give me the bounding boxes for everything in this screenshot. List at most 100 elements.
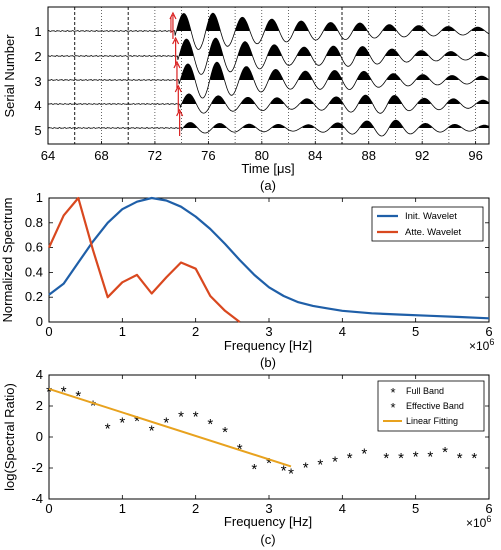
panel-a-trace-line [47,61,489,99]
panel-a-trace-fill [212,95,226,104]
data-point-effective-band: * [105,421,111,438]
data-point-effective-band: * [134,413,140,430]
legend-full-band-swatch: * [390,385,395,400]
panel-a-xtick-label: 80 [255,148,269,163]
data-point-effective-band: * [207,416,213,433]
panel-a-trace-line [47,12,489,50]
panel-a-y-axis-label: Serial Number [2,34,17,118]
panel-b-xtick-label: 0 [45,324,52,339]
panel-c-xtick-label: 5 [412,501,419,516]
panel-b-legend: Init. Wavelet Atte. Wavelet [371,206,484,242]
panel-c-y-axis-label: log(Spectral Ratio) [2,383,17,491]
panel-b-x-axis-label: Frequency [Hz] [224,338,312,353]
panel-a-trace-fill [416,74,430,80]
panel-a-trace-fill [383,24,396,31]
panel-b-xtick-label: 2 [192,324,199,339]
panel-a-trace-fill [294,21,309,31]
data-point-effective-band: * [75,388,81,405]
panel-b-xtick-label: 4 [339,324,346,339]
panel-a-trace-line [47,119,489,137]
data-point-effective-band: * [149,422,155,439]
panel-c-legend: * Full Band * Effective Band Linear Fitt… [377,380,485,432]
panel-a-onset-arrowhead [176,108,184,117]
data-point-effective-band: * [163,415,169,432]
panel-a-xtick-label: 64 [41,148,55,163]
data-point-full-band: * [413,449,419,466]
series-line-linear-fitting [48,387,292,468]
panel-a-xticks: 64 68 72 76 80 84 88 92 96 [41,141,483,163]
panel-a-trace-fill [269,69,283,80]
panel-a-trace-fill [353,23,367,31]
series-line-atte-wavelet [47,196,241,323]
panel-a-onset-arrowhead [173,60,181,69]
panel-a-onset-arrowhead [172,36,180,45]
panel-b-legend-box [371,206,484,242]
panel-a-trace-fill [265,19,279,31]
panel-a-trace-fill [208,38,223,56]
panel-a-trace-fill [270,97,284,104]
panel-a-trace-fill [180,64,195,80]
panel-c-ytick-label: -4 [31,491,43,506]
panel-a-xtick-label: 72 [148,148,162,163]
panel-a-xtick-label: 76 [201,148,215,163]
panel-c-x-multiplier-base: ×10 [466,516,487,530]
panel-b-xtick-label: 6 [485,324,492,339]
panel-c-caption: (c) [260,532,275,547]
panel-a-trace-fill [389,120,403,128]
panel-a-trace-fill [477,100,489,104]
panel-a-trace-fill [302,124,314,128]
panel-a-trace-fill [474,52,487,56]
panel-a-x-axis-label: Time [μs] [241,161,294,176]
data-point-full-band: * [361,446,367,463]
data-point-effective-band: * [266,455,272,472]
data-point-full-band: * [347,450,353,467]
panel-a-trace-fill [446,75,459,80]
panel-c-xtick-label: 4 [339,501,346,516]
panel-c-xtick-label: 1 [119,501,126,516]
panel-a-ytick-label: 3 [34,74,41,89]
panel-b-x-multiplier: ×106 [469,337,494,353]
panel-b-xtick-label: 5 [412,324,419,339]
panel-a-trace-fill [479,125,489,128]
panel-a-trace-fill [329,96,343,104]
panel-b-xtick-label: 3 [265,324,272,339]
panel-a-trace-fill [331,122,344,128]
data-point-effective-band: * [61,384,67,401]
data-point-effective-band: * [90,397,96,414]
data-point-effective-band: * [222,424,228,441]
panel-a-trace-fill [239,66,254,80]
panel-a-trace-fill [355,46,370,56]
panel-b-ytick-label: 0.6 [25,240,43,255]
panel-a-trace-fill [328,70,342,80]
panel-a-onset-arrowhead [174,84,182,93]
data-point-full-band: * [383,450,389,467]
panel-a-trace-fill [210,62,224,80]
panel-a-xtick-label: 96 [468,148,482,163]
panel-b-ytick-label: 1 [36,190,43,205]
panel-a-trace-fill [179,39,194,56]
panel-b-plot-area [47,196,490,323]
panel-a-trace-fill [272,124,285,128]
data-point-effective-band: * [251,461,257,478]
panel-a-trace-fill [358,95,372,104]
panel-c-plot-area: ****************************** [46,384,477,483]
panel-a-trace-fill [388,95,402,104]
panel-a-ytick-label: 4 [34,98,41,113]
panel-c-ytick-label: -2 [31,460,43,475]
panel-b: 0 0.2 0.4 0.6 0.8 1 0 1 2 3 4 5 6 ×106 Normalized S… [0,190,494,370]
panel-b-xtick-label: 1 [119,324,126,339]
panel-a-plot-area [47,7,489,144]
panel-c-xtick-label: 6 [485,501,492,516]
data-point-full-band: * [398,450,404,467]
panel-a-ytick-label: 2 [34,49,41,64]
panel-b-caption: (b) [260,355,276,370]
panel-c-legend-box [377,380,485,432]
panel-b-x-multiplier-exp: 6 [489,337,494,347]
data-point-full-band: * [471,450,477,467]
panel-c-xticks: 0 1 2 3 4 5 6 [45,501,492,516]
panel-c-x-axis-label: Frequency [Hz] [224,514,312,529]
panel-a-trace-fill [419,123,432,128]
panel-a-trace-fill [176,13,191,31]
panel-a-trace-fill [235,17,250,31]
